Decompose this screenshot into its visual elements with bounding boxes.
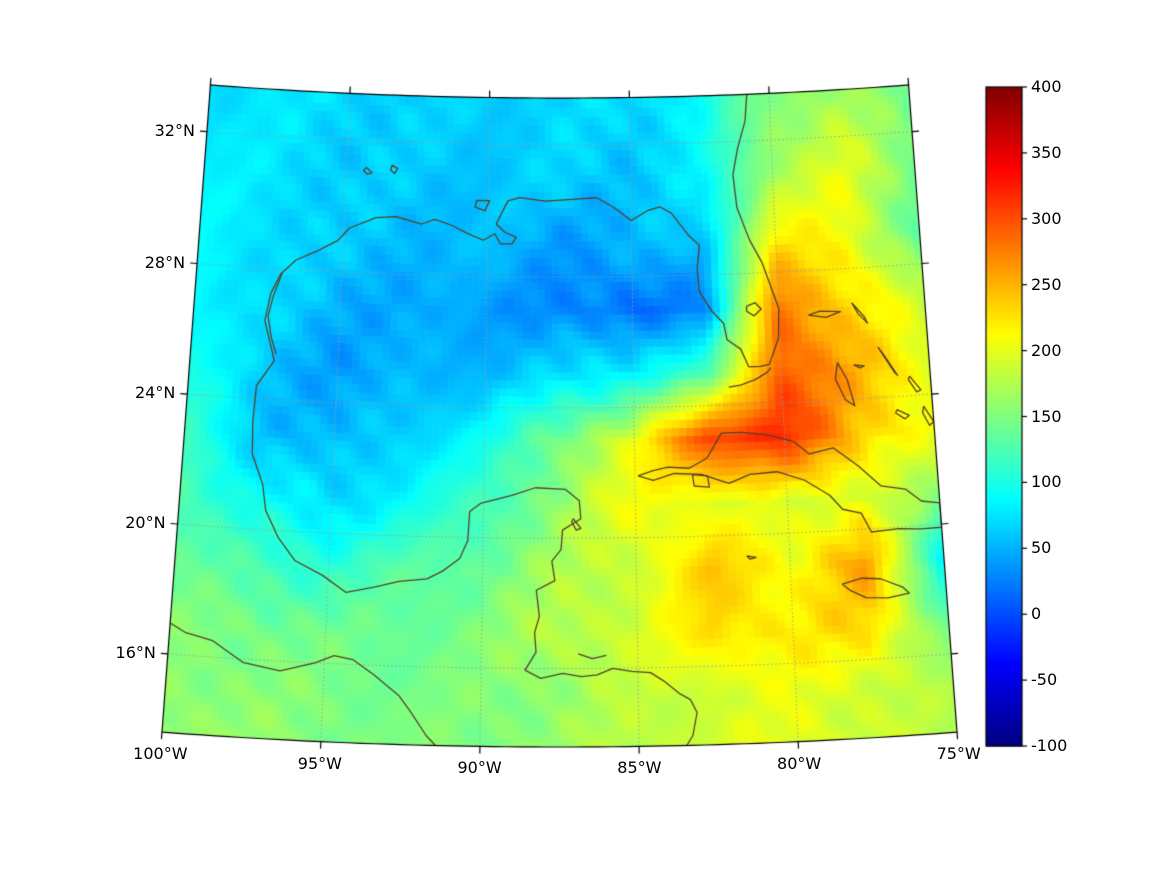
x-tick-label: 95°W (297, 753, 342, 773)
y-tick-label: 20°N (125, 513, 166, 533)
colorbar-tick-label: 350 (1031, 142, 1062, 162)
y-tick-label: 24°N (134, 383, 176, 403)
colorbar-tick-label: -100 (1031, 736, 1068, 755)
x-tick-label: 80°W (777, 753, 822, 773)
x-tick-label: 85°W (617, 758, 662, 778)
colorbar-tick-label: -50 (1031, 670, 1058, 690)
x-tick-label: 90°W (457, 758, 502, 778)
colorbar-tick-label: 250 (1031, 274, 1062, 294)
y-tick-label: 32°N (154, 120, 195, 140)
x-tick-label: 100°W (133, 744, 188, 764)
colorbar-tick-label: 150 (1031, 406, 1062, 426)
colorbar-tick-label: 200 (1031, 340, 1062, 360)
x-tick-label: 75°W (936, 744, 981, 764)
colorbar-tick-label: 50 (1031, 538, 1052, 558)
colorbar-tick-label: 0 (1031, 604, 1042, 624)
y-tick-label: 28°N (144, 252, 186, 272)
colorbar-tick-label: 400 (1031, 77, 1062, 96)
colorbar-tick-label: 100 (1031, 472, 1062, 492)
y-tick-label: 16°N (115, 643, 156, 663)
colorbar-tick-label: 300 (1031, 208, 1062, 228)
